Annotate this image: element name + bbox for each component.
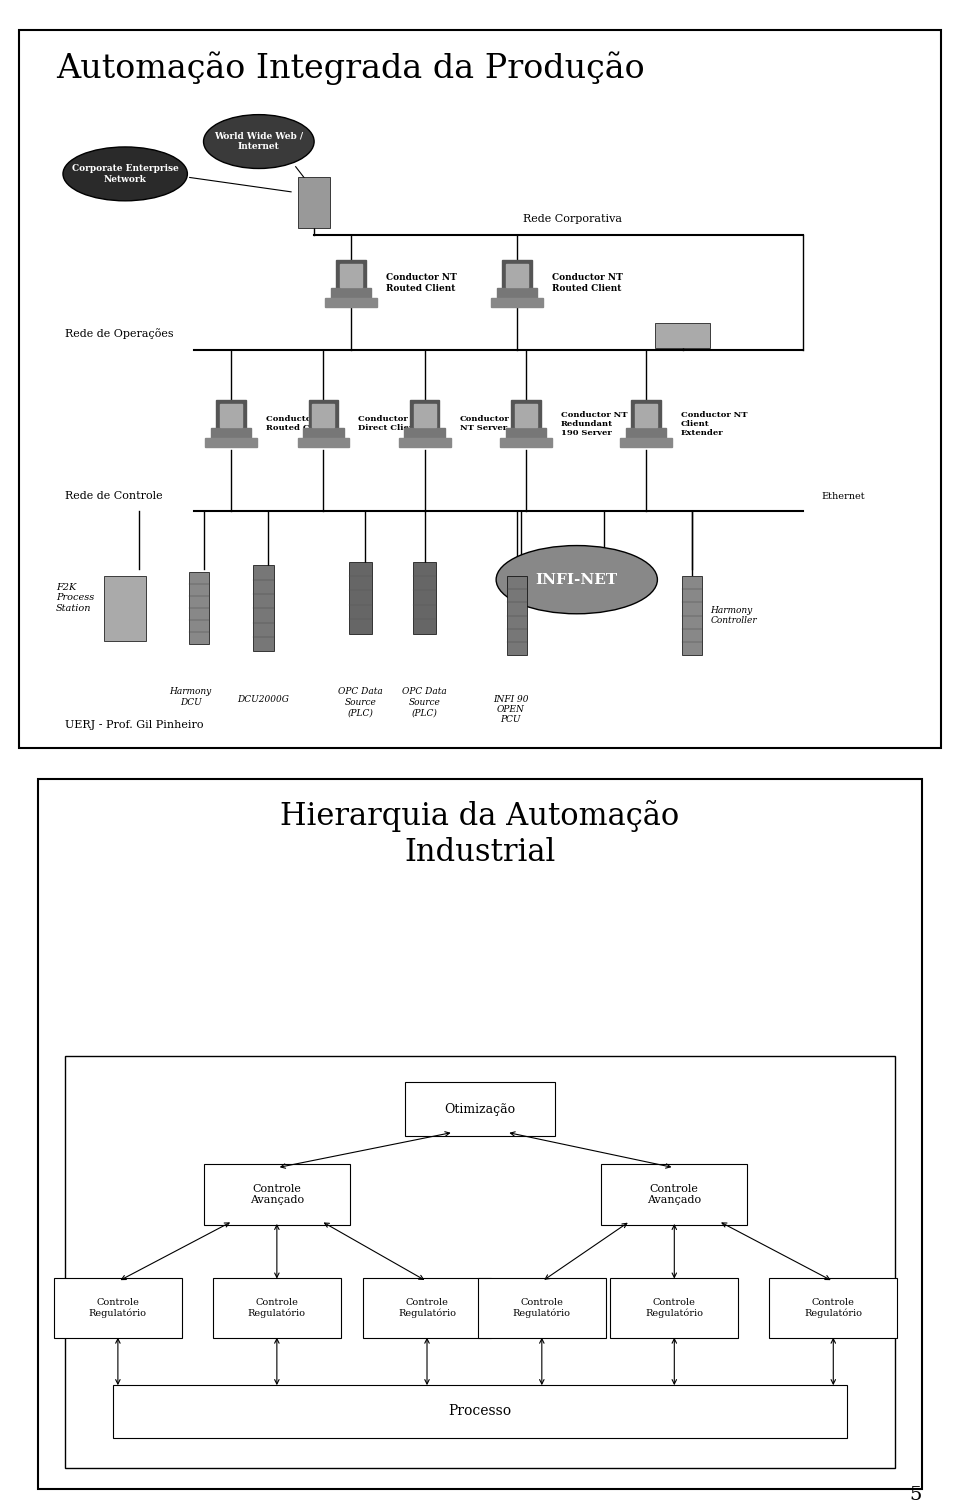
Text: Conductor NT
Routed Client: Conductor NT Routed Client — [266, 416, 333, 432]
FancyBboxPatch shape — [769, 1278, 898, 1338]
FancyBboxPatch shape — [611, 1278, 738, 1338]
Text: Rede de Operações: Rede de Operações — [65, 328, 174, 339]
Text: Conductor NT
Routed Client: Conductor NT Routed Client — [386, 274, 457, 293]
Ellipse shape — [63, 147, 187, 201]
Text: F2K
Process
Station: F2K Process Station — [56, 582, 94, 612]
Polygon shape — [298, 438, 349, 448]
Polygon shape — [506, 428, 546, 440]
Text: Automação Integrada da Produção: Automação Integrada da Produção — [56, 51, 645, 85]
Polygon shape — [205, 438, 257, 448]
Polygon shape — [312, 404, 334, 426]
Bar — [655, 324, 710, 348]
Polygon shape — [303, 428, 344, 440]
Text: Conductor NT
Client
Extender: Conductor NT Client Extender — [681, 411, 748, 437]
FancyBboxPatch shape — [204, 1164, 349, 1225]
Text: Controle
Regulatório: Controle Regulatório — [513, 1299, 571, 1318]
Polygon shape — [620, 438, 672, 448]
Polygon shape — [325, 298, 376, 307]
FancyBboxPatch shape — [363, 1278, 491, 1338]
Text: Otimização: Otimização — [444, 1102, 516, 1116]
Text: World Wide Web /
Internet: World Wide Web / Internet — [214, 132, 303, 151]
Text: Conductor NT
Routed Client: Conductor NT Routed Client — [552, 274, 623, 293]
Bar — [348, 562, 372, 634]
Polygon shape — [631, 401, 660, 429]
Text: INFI-NET: INFI-NET — [536, 573, 618, 587]
Text: Processo: Processo — [448, 1405, 512, 1418]
Text: OPC Data
Source
(PLC): OPC Data Source (PLC) — [338, 688, 383, 717]
Text: Harmony
Controller: Harmony Controller — [710, 606, 757, 626]
Bar — [507, 576, 527, 655]
Polygon shape — [500, 438, 552, 448]
Text: 5: 5 — [909, 1486, 922, 1504]
Polygon shape — [502, 260, 532, 289]
Text: Harmony
DCU: Harmony DCU — [170, 688, 212, 706]
Polygon shape — [414, 404, 436, 426]
Bar — [682, 576, 702, 655]
Text: Controle
Regulatório: Controle Regulatório — [248, 1299, 306, 1318]
FancyBboxPatch shape — [213, 1278, 341, 1338]
Polygon shape — [216, 401, 246, 429]
Text: Conductor NT
Direct Client: Conductor NT Direct Client — [358, 416, 425, 432]
FancyBboxPatch shape — [601, 1164, 747, 1225]
Text: Hierarquia da Automação
Industrial: Hierarquia da Automação Industrial — [280, 800, 680, 868]
FancyBboxPatch shape — [478, 1278, 606, 1338]
FancyBboxPatch shape — [113, 1385, 847, 1438]
Polygon shape — [340, 263, 362, 287]
Text: OPC Data
Source
(PLC): OPC Data Source (PLC) — [402, 688, 447, 717]
Text: Rede Corporativa: Rede Corporativa — [522, 215, 622, 224]
Text: Controle
Regulatório: Controle Regulatório — [398, 1299, 456, 1318]
Polygon shape — [496, 289, 538, 299]
Bar — [253, 565, 274, 652]
Text: Corporate Enterprise
Network: Corporate Enterprise Network — [72, 165, 179, 183]
FancyBboxPatch shape — [54, 1278, 182, 1338]
Text: Controle
Avançado: Controle Avançado — [647, 1184, 702, 1205]
Ellipse shape — [496, 546, 658, 614]
Polygon shape — [492, 298, 542, 307]
Polygon shape — [512, 401, 540, 429]
Polygon shape — [404, 428, 445, 440]
Text: Controle
Avançado: Controle Avançado — [250, 1184, 304, 1205]
Text: UERJ - Prof. Gil Pinheiro: UERJ - Prof. Gil Pinheiro — [65, 721, 204, 730]
FancyBboxPatch shape — [405, 1083, 555, 1136]
Text: Conductor
NT Server: Conductor NT Server — [460, 416, 510, 432]
Text: Ethernet: Ethernet — [821, 491, 865, 500]
Bar — [105, 576, 146, 641]
Text: DCU2000G: DCU2000G — [237, 694, 289, 703]
Polygon shape — [211, 428, 252, 440]
Bar — [413, 562, 436, 634]
Text: Controle
Regulatório: Controle Regulatório — [645, 1299, 704, 1318]
Polygon shape — [635, 404, 657, 426]
Text: INFI 90
OPEN
PCU: INFI 90 OPEN PCU — [492, 694, 528, 724]
Bar — [298, 177, 330, 228]
Polygon shape — [330, 289, 372, 299]
Polygon shape — [410, 401, 440, 429]
Polygon shape — [220, 404, 242, 426]
Polygon shape — [515, 404, 538, 426]
Polygon shape — [336, 260, 366, 289]
Text: Rede de Controle: Rede de Controle — [65, 491, 163, 500]
Polygon shape — [626, 428, 666, 440]
Bar — [189, 573, 209, 644]
Polygon shape — [399, 438, 450, 448]
Ellipse shape — [204, 115, 314, 168]
Polygon shape — [506, 263, 528, 287]
Text: Controle
Regulatório: Controle Regulatório — [89, 1299, 147, 1318]
Text: Controle
Regulatório: Controle Regulatório — [804, 1299, 862, 1318]
Text: Conductor NT
Redundant
190 Server: Conductor NT Redundant 190 Server — [561, 411, 628, 437]
Bar — [65, 1055, 895, 1468]
Polygon shape — [308, 401, 338, 429]
